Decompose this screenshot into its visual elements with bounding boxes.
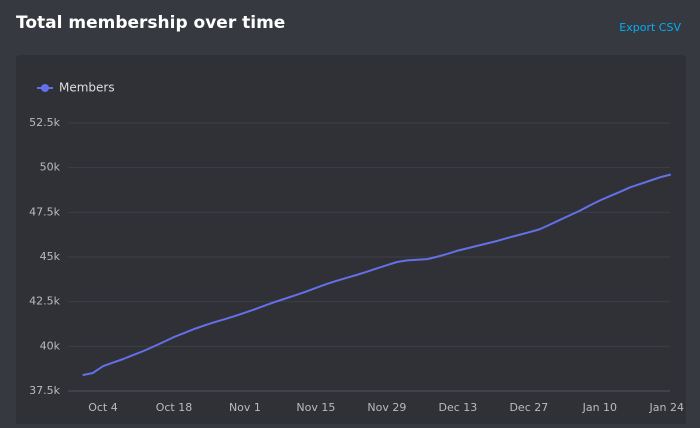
chart-title: Total membership over time — [16, 13, 285, 33]
chart-card — [16, 55, 686, 428]
x-tick-label: Dec 13 — [438, 401, 477, 414]
y-tick-label: 45k — [40, 250, 61, 263]
x-tick-label: Oct 18 — [156, 401, 193, 414]
plot-area: 37.5k 40k 42.5k 45k 47.5k 50k 52.5k Oct 4 Oct 18… — [29, 81, 684, 415]
x-tick-label: Nov 1 — [229, 401, 261, 414]
legend-swatch-dot — [41, 84, 49, 92]
y-tick-label: 40k — [40, 339, 61, 352]
x-tick-label: Nov 29 — [367, 401, 406, 414]
x-tick-label: Oct 4 — [88, 401, 118, 414]
legend-label: Members — [59, 81, 115, 95]
x-tick-label: Jan 24 — [649, 401, 684, 414]
x-tick-label: Nov 15 — [296, 401, 335, 414]
y-tick-label: 52.5k — [29, 116, 60, 129]
y-tick-label: 50k — [40, 161, 61, 174]
export-csv-link[interactable]: Export CSV — [619, 21, 681, 34]
data-line — [82, 173, 672, 377]
y-tick-label: 42.5k — [29, 295, 60, 308]
x-tick-label: Jan 10 — [582, 401, 617, 414]
y-tick-label: 47.5k — [29, 205, 60, 218]
x-tick-label: Dec 27 — [509, 401, 548, 414]
y-tick-label: 37.5k — [29, 384, 60, 397]
